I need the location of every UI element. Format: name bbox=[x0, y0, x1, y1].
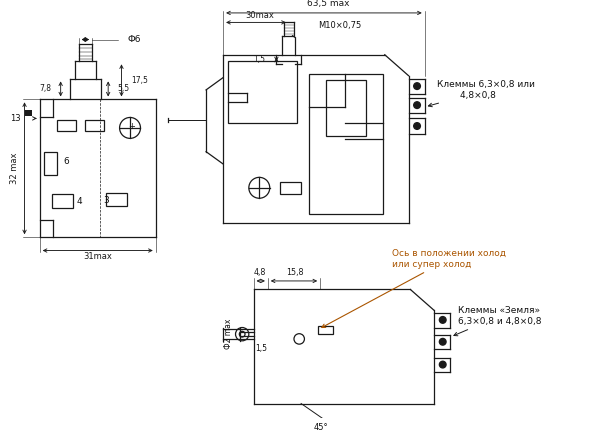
Text: 4: 4 bbox=[77, 197, 83, 206]
Text: 3: 3 bbox=[103, 196, 109, 205]
Text: 4,8: 4,8 bbox=[254, 268, 266, 277]
Text: Клеммы 6,3×0,8 или
        4,8×0,8: Клеммы 6,3×0,8 или 4,8×0,8 bbox=[429, 80, 535, 107]
Circle shape bbox=[439, 316, 446, 323]
Bar bbox=[309, 74, 383, 215]
Text: 1,5: 1,5 bbox=[253, 55, 265, 64]
Text: 30max: 30max bbox=[245, 11, 274, 20]
Text: 45°: 45° bbox=[314, 423, 328, 430]
Bar bbox=[57, 120, 76, 131]
Bar bbox=[52, 194, 73, 208]
Circle shape bbox=[439, 361, 446, 368]
Bar bbox=[318, 326, 333, 334]
Bar bbox=[24, 110, 32, 116]
Bar bbox=[106, 193, 127, 206]
Circle shape bbox=[414, 102, 421, 108]
Circle shape bbox=[414, 83, 421, 89]
Text: М10×0,75: М10×0,75 bbox=[318, 21, 361, 30]
Text: 63,5 max: 63,5 max bbox=[307, 0, 350, 8]
Bar bbox=[228, 61, 297, 123]
Text: 6: 6 bbox=[64, 157, 69, 166]
Text: 15,8: 15,8 bbox=[287, 268, 304, 277]
Text: Ф2 max: Ф2 max bbox=[225, 319, 233, 349]
Text: 5,5: 5,5 bbox=[118, 84, 130, 93]
Text: Клеммы «Земля»
6,3×0,8 и 4,8×0,8: Клеммы «Земля» 6,3×0,8 и 4,8×0,8 bbox=[454, 307, 541, 336]
Text: +: + bbox=[129, 122, 135, 131]
Circle shape bbox=[439, 338, 446, 345]
Text: 17,5: 17,5 bbox=[131, 76, 148, 85]
Text: 32 max: 32 max bbox=[10, 152, 19, 184]
Circle shape bbox=[414, 123, 421, 129]
Text: Ф6: Ф6 bbox=[127, 35, 141, 44]
Bar bbox=[44, 152, 57, 175]
Text: 13: 13 bbox=[10, 114, 21, 123]
Text: Ось в положении холод
или супер холод: Ось в положении холод или супер холод bbox=[322, 249, 506, 328]
Bar bbox=[86, 120, 104, 131]
Text: 31max: 31max bbox=[83, 252, 112, 261]
Text: 7,8: 7,8 bbox=[39, 84, 51, 93]
Bar bbox=[326, 80, 366, 135]
Bar bbox=[280, 182, 301, 194]
Text: 1,5: 1,5 bbox=[255, 344, 267, 353]
